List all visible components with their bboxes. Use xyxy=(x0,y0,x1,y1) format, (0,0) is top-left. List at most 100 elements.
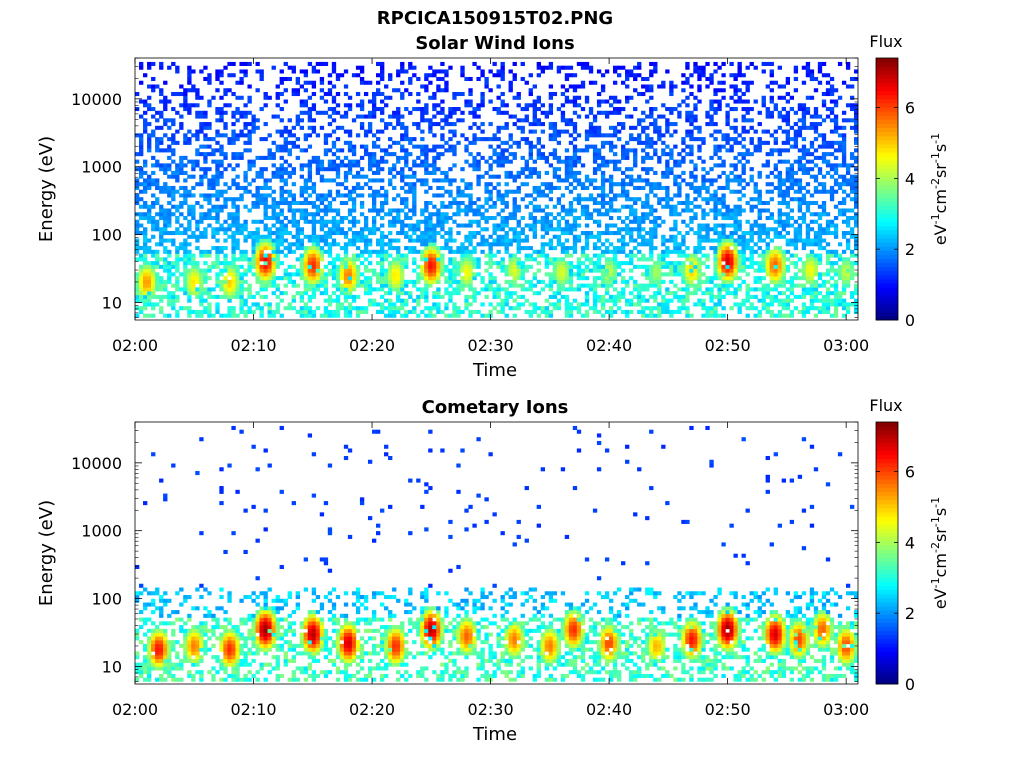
heatmap-cell xyxy=(524,114,529,119)
heatmap-cell xyxy=(488,215,493,221)
heatmap-cell xyxy=(380,253,385,258)
heatmap-cell xyxy=(219,95,224,100)
heatmap-cell xyxy=(488,249,493,254)
heatmap-cell xyxy=(705,257,710,262)
heatmap-cell xyxy=(295,118,300,123)
heatmap-cell xyxy=(717,223,722,228)
heatmap-cell xyxy=(219,152,224,157)
heatmap-cell xyxy=(323,178,329,183)
heatmap-cell xyxy=(600,133,606,138)
heatmap-cell xyxy=(472,264,477,269)
heatmap-cell xyxy=(275,276,280,281)
heatmap-cell xyxy=(376,178,381,183)
heatmap-cell xyxy=(725,283,730,288)
heatmap-cell xyxy=(396,283,401,288)
heatmap-cell xyxy=(311,185,317,190)
heatmap-cell xyxy=(396,279,401,284)
heatmap-cell xyxy=(175,253,180,258)
heatmap-cell xyxy=(428,253,433,258)
heatmap-cell xyxy=(653,148,658,153)
heatmap-cell xyxy=(612,197,618,202)
heatmap-cell xyxy=(733,276,738,281)
heatmap-cell xyxy=(267,238,272,243)
heatmap-cell xyxy=(737,99,742,104)
heatmap-cell xyxy=(215,178,220,183)
heatmap-cell xyxy=(528,200,533,206)
heatmap-cell xyxy=(665,159,670,164)
heatmap-cell xyxy=(363,264,369,269)
heatmap-cell xyxy=(484,253,489,258)
heatmap-cell xyxy=(625,313,630,318)
heatmap-cell xyxy=(263,215,268,221)
heatmap-cell xyxy=(677,306,682,311)
heatmap-cell xyxy=(741,107,746,112)
heatmap-cell xyxy=(733,99,738,104)
heatmap-cell xyxy=(669,152,674,157)
heatmap-cell xyxy=(183,170,188,175)
heatmap-cell xyxy=(147,204,152,209)
heatmap-cell xyxy=(564,227,570,232)
heatmap-cell xyxy=(468,242,473,247)
heatmap-cell xyxy=(303,208,309,213)
heatmap-cell xyxy=(267,279,272,284)
heatmap-cell xyxy=(709,294,714,299)
heatmap-cell xyxy=(685,61,690,66)
heatmap-cell xyxy=(215,238,220,243)
heatmap-cell xyxy=(295,257,300,262)
heatmap-cell xyxy=(155,137,160,142)
heatmap-cell xyxy=(713,309,718,314)
heatmap-cell xyxy=(331,219,337,224)
heatmap-cell xyxy=(504,103,509,108)
heatmap-cell xyxy=(657,200,662,206)
heatmap-cell xyxy=(600,302,606,307)
heatmap-cell xyxy=(251,200,256,206)
heatmap-cell xyxy=(371,133,377,138)
heatmap-cell xyxy=(729,107,734,112)
heatmap-cell xyxy=(175,170,180,175)
heatmap-cell xyxy=(476,107,481,112)
heatmap-cell xyxy=(608,279,614,284)
heatmap-cell xyxy=(697,246,702,251)
heatmap-cell xyxy=(733,253,738,258)
heatmap-cell xyxy=(741,231,746,236)
heatmap-cell xyxy=(737,283,742,288)
heatmap-cell xyxy=(480,99,485,104)
heatmap-cell xyxy=(279,238,284,243)
heatmap-cell xyxy=(564,253,570,258)
heatmap-cell xyxy=(592,242,598,247)
heatmap-cell xyxy=(179,200,184,206)
heatmap-cell xyxy=(604,99,610,104)
heatmap-cell xyxy=(428,272,433,277)
heatmap-cell xyxy=(404,257,409,262)
heatmap-cell xyxy=(612,95,618,100)
heatmap-cell xyxy=(404,261,409,266)
heatmap-cell xyxy=(331,95,337,100)
heatmap-cell xyxy=(709,107,714,112)
heatmap-cell xyxy=(496,189,501,194)
heatmap-cell xyxy=(596,99,602,104)
heatmap-cell xyxy=(424,291,429,296)
heatmap-cell xyxy=(657,261,662,266)
heatmap-cell xyxy=(219,73,224,78)
heatmap-cell xyxy=(227,185,232,190)
heatmap-cell xyxy=(247,129,252,134)
heatmap-cell xyxy=(721,193,726,198)
heatmap-cell xyxy=(187,291,192,296)
heatmap-cell xyxy=(588,125,594,130)
heatmap-cell xyxy=(279,200,284,206)
heatmap-cell xyxy=(669,91,674,97)
heatmap-cell xyxy=(259,253,264,258)
heatmap-cell xyxy=(215,110,220,115)
heatmap-cell xyxy=(440,227,445,232)
heatmap-cell xyxy=(693,283,698,288)
heatmap-cell xyxy=(380,91,385,97)
heatmap-cell xyxy=(456,204,461,209)
heatmap-cell xyxy=(380,238,385,243)
heatmap-cell xyxy=(617,306,622,311)
heatmap-cell xyxy=(311,309,317,314)
heatmap-cell xyxy=(604,272,610,277)
heatmap-cell xyxy=(359,204,365,209)
heatmap-cell xyxy=(207,249,212,254)
heatmap-cell xyxy=(171,107,176,112)
heatmap-cell xyxy=(629,148,634,153)
